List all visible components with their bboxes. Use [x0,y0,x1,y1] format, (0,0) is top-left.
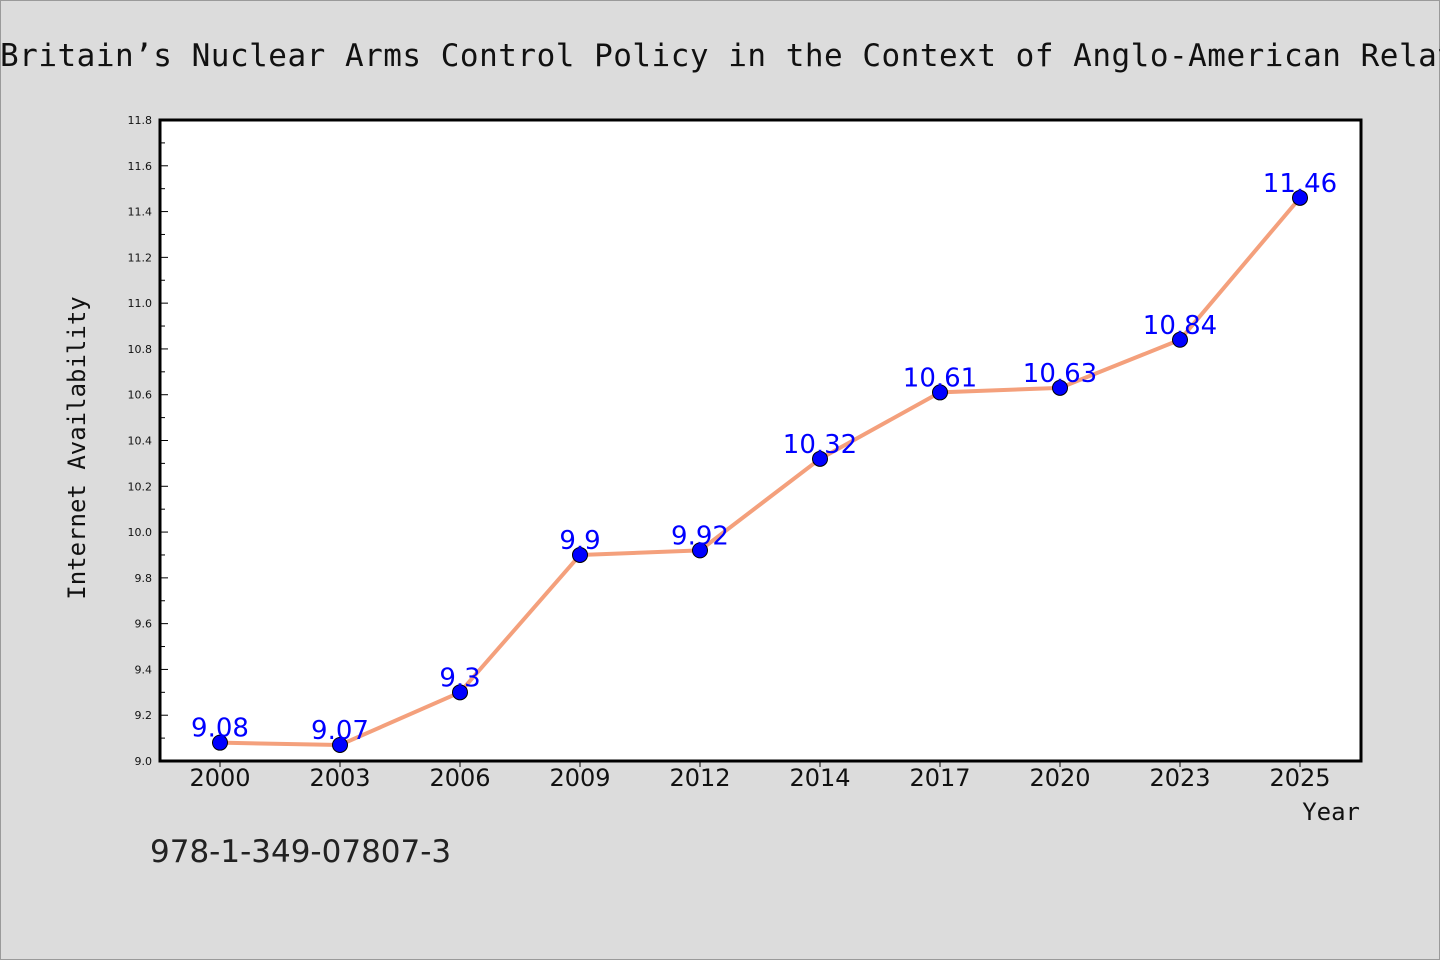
data-label: 10.63 [1023,359,1097,389]
plot-area [158,118,1363,763]
x-axis-ticks: 2000 2003 2006 2009 2012 2014 2017 2020 2023 2025 [189,761,1331,792]
y-tick-label: 9.0 [135,755,153,768]
data-point [572,546,588,563]
x-tick-label: 2020 [1029,764,1090,792]
data-label: 10.61 [903,363,977,393]
y-tick-label: 11.8 [128,114,153,127]
y-axis-ticks: 9.0 9.2 9.4 9.6 9.8 10.0 10.2 10.4 10.6 10.8 11.0 1… [128,114,168,768]
data-point [1292,189,1308,206]
data-point [332,736,348,753]
y-tick-label: 10.2 [128,480,153,493]
data-label: 9.3 [439,663,480,693]
x-tick-label: 2003 [309,764,370,792]
data-label: 9.92 [671,521,729,551]
chart-title: Britain’s Nuclear Arms Control Policy in… [0,38,1440,74]
y-tick-label: 9.6 [135,618,153,631]
x-tick-label: 2017 [909,764,970,792]
data-point [1172,331,1188,348]
y-tick-label: 10.4 [128,435,153,448]
y-tick-label: 11.6 [128,160,153,173]
data-label: 9.07 [311,716,369,746]
data-point [692,542,708,559]
y-tick-label: 9.2 [135,709,153,722]
x-tick-label: 2025 [1269,764,1330,792]
x-tick-label: 2012 [669,764,730,792]
x-tick-label: 2009 [549,764,610,792]
isbn-label: 978-1-349-07807-3 [150,834,452,870]
data-label: 11.46 [1263,169,1337,199]
data-point [812,450,828,467]
data-label: 9.9 [559,526,600,556]
series-line [218,195,1302,747]
data-point [452,684,468,701]
y-tick-label: 9.8 [135,572,153,585]
series-markers [212,189,1308,753]
x-tick-label: 2014 [789,764,850,792]
x-tick-label: 2006 [429,764,490,792]
y-tick-label: 11.2 [128,251,153,264]
y-tick-label: 9.4 [135,663,153,676]
y-tick-label: 10.8 [128,343,153,356]
x-tick-label: 2023 [1149,764,1210,792]
x-tick-label: 2000 [189,764,250,792]
data-point [1052,379,1068,396]
x-axis-label: Year [1302,798,1360,826]
y-tick-label: 10.6 [128,389,153,402]
y-tick-label: 10.0 [128,526,153,539]
data-point [212,734,228,751]
y-tick-label: 11.4 [128,206,153,219]
data-point [932,384,948,401]
data-label: 10.32 [783,430,857,460]
data-label: 10.84 [1143,311,1217,341]
y-axis-label: Internet Availability [63,296,91,599]
data-label: 9.08 [191,714,249,744]
data-labels: 9.08 9.07 9.3 9.9 9.92 10.32 10.61 10.63 10.84 11… [191,169,1337,746]
y-tick-label: 11.0 [128,297,153,310]
